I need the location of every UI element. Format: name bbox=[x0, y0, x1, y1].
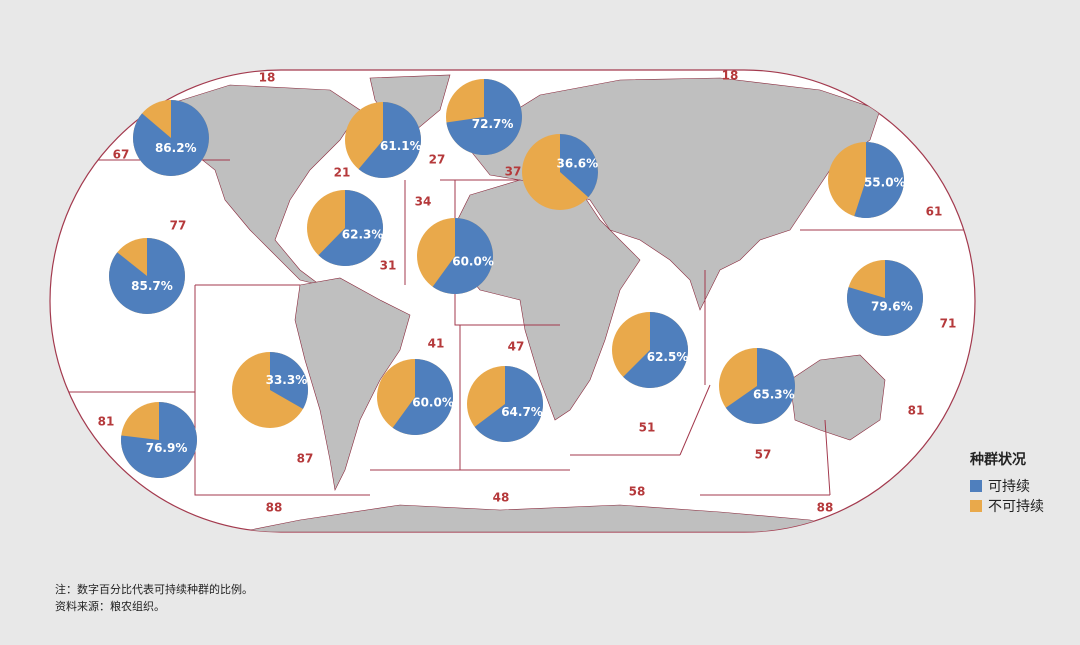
land-layer bbox=[149, 74, 886, 532]
area-code: 34 bbox=[415, 195, 432, 209]
area-code: 81 bbox=[908, 404, 925, 418]
legend-swatch bbox=[970, 480, 982, 492]
area-code: 58 bbox=[629, 485, 646, 499]
pie-label: 62.5% bbox=[647, 350, 689, 364]
pie-slice bbox=[854, 142, 904, 218]
area-code: 37 bbox=[505, 165, 522, 179]
legend-title: 种群状况 bbox=[969, 451, 1026, 468]
area-code: 47 bbox=[508, 340, 525, 354]
pie-label: 55.0% bbox=[864, 175, 906, 189]
pie-label: 86.2% bbox=[155, 141, 197, 155]
pie-slice bbox=[432, 218, 493, 294]
pie-slice bbox=[560, 134, 598, 198]
pie-slice bbox=[270, 352, 308, 409]
area-code: 31 bbox=[380, 259, 397, 273]
area-code: 77 bbox=[170, 219, 187, 233]
pie-label: 36.6% bbox=[557, 157, 599, 171]
area-code: 21 bbox=[334, 166, 351, 180]
area-code: 57 bbox=[755, 448, 772, 462]
area-code: 41 bbox=[428, 337, 445, 351]
pie-slice bbox=[318, 190, 383, 266]
legend-label: 可持续 bbox=[988, 478, 1030, 495]
area-code: 71 bbox=[940, 317, 957, 331]
pie-slice bbox=[623, 312, 688, 388]
pie-label: 62.3% bbox=[342, 228, 384, 242]
area-code: 88 bbox=[817, 501, 834, 515]
note: 注：数字百分比代表可持续种群的比例。 bbox=[55, 582, 253, 596]
area-code: 81 bbox=[98, 415, 115, 429]
pie-slice bbox=[446, 79, 522, 155]
pie-label: 33.3% bbox=[266, 373, 308, 387]
area-code: 48 bbox=[493, 491, 510, 505]
area-code: 88 bbox=[266, 501, 283, 515]
pie-slice bbox=[847, 260, 924, 336]
south-america bbox=[294, 277, 411, 491]
pie-label: 65.3% bbox=[753, 387, 795, 401]
pie-label: 85.7% bbox=[131, 279, 173, 293]
area-code: 18 bbox=[259, 71, 276, 85]
area-code: 67 bbox=[113, 148, 130, 162]
pie-slice bbox=[392, 359, 453, 436]
pie-slice bbox=[133, 100, 209, 176]
pie-label: 64.7% bbox=[501, 405, 543, 419]
pie-slice bbox=[108, 238, 185, 314]
legend-swatch bbox=[970, 500, 982, 512]
pie-label: 72.7% bbox=[472, 117, 514, 131]
area-code: 51 bbox=[639, 421, 656, 435]
pie-slice bbox=[474, 366, 543, 443]
pie-slice bbox=[358, 102, 421, 178]
pie-slice bbox=[725, 348, 796, 425]
pie-label: 60.0% bbox=[412, 395, 454, 409]
pie-slice bbox=[121, 402, 197, 478]
area-code: 61 bbox=[926, 205, 943, 219]
legend-label: 不可持续 bbox=[988, 498, 1044, 515]
pie-label: 61.1% bbox=[380, 139, 422, 153]
pie-label: 79.6% bbox=[871, 300, 913, 314]
australia bbox=[789, 354, 886, 441]
pie-label: 76.9% bbox=[146, 441, 188, 455]
source: 资料来源：粮农组织。 bbox=[55, 599, 165, 613]
area-code: 87 bbox=[297, 452, 314, 466]
area-code: 18 bbox=[722, 69, 739, 83]
pie-label: 60.0% bbox=[452, 254, 494, 268]
area-code: 27 bbox=[429, 153, 446, 167]
